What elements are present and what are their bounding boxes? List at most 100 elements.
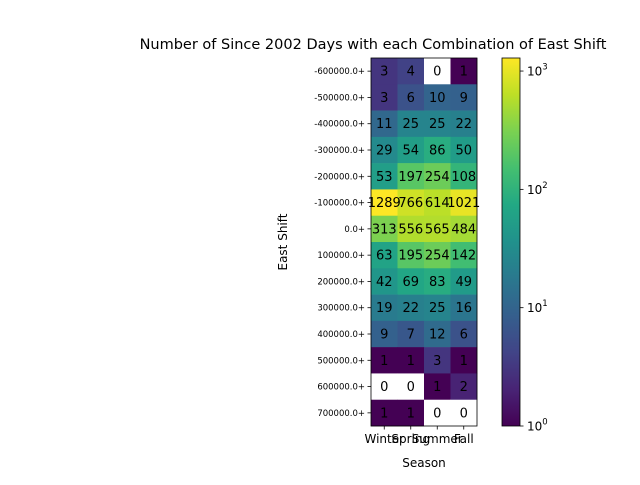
cell-value-label: 1289 — [368, 196, 401, 211]
heatmap-cell — [371, 110, 398, 138]
x-tick-label: Fall — [454, 432, 474, 446]
cell-value-label: 53 — [376, 170, 393, 185]
y-tick-label: 400000.0+ — [317, 330, 365, 340]
heatmap-cell — [424, 320, 451, 348]
heatmap-cell — [371, 294, 398, 322]
heatmap-cell — [424, 373, 451, 401]
cell-value-label: 9 — [380, 328, 388, 343]
cell-value-label: 9 — [460, 91, 468, 106]
cell-value-label: 0 — [380, 380, 388, 395]
cell-value-label: 254 — [425, 249, 450, 264]
heatmap-cell — [450, 399, 478, 427]
cell-value-label: 54 — [402, 144, 419, 159]
cell-value-label: 11 — [376, 117, 393, 132]
heatmap-cell — [371, 399, 398, 427]
chart-title: Number of Since 2002 Days with each Comb… — [140, 37, 607, 53]
y-axis-ticks: -600000.0+ -500000.0+ -400000.0+ -300000.0+… — [314, 67, 371, 419]
colorbar-gradient — [501, 57, 521, 427]
heatmap-cell — [371, 189, 398, 217]
heatmap-cell — [424, 268, 451, 295]
cell-value-label: 22 — [455, 117, 472, 132]
heatmap-cell — [450, 189, 478, 217]
cell-value-label: 0 — [433, 406, 441, 421]
cell-value-label: 22 — [402, 301, 419, 316]
cell-value-label: 254 — [425, 170, 450, 185]
cell-value-label: 1 — [380, 406, 388, 421]
cell-value-label: 0 — [433, 65, 441, 80]
colorbar: 100 101 102 103 — [501, 57, 548, 434]
heatmap-cell — [371, 347, 398, 374]
y-tick-label: -500000.0+ — [314, 93, 365, 103]
y-tick-label: -300000.0+ — [314, 146, 365, 156]
cell-value-label: 1 — [407, 406, 415, 421]
y-tick-label: 500000.0+ — [317, 356, 365, 366]
heatmap-cell — [397, 373, 425, 401]
cell-value-label: 4 — [407, 65, 415, 80]
heatmap-cell — [397, 320, 425, 348]
heatmap-cell — [371, 84, 398, 111]
cell-value-label: 2 — [460, 380, 468, 395]
heatmap-cell — [397, 84, 425, 111]
cell-value-label: 19 — [376, 301, 393, 316]
cell-value-label: 0 — [407, 380, 415, 395]
cell-value-label: 29 — [376, 144, 393, 159]
colorbar-tick-label: 100 — [527, 418, 548, 434]
y-tick-label: -600000.0+ — [314, 67, 365, 77]
heatmap-cell — [371, 268, 398, 295]
heatmap-cell — [424, 242, 451, 269]
heatmap-cell — [450, 163, 478, 190]
y-tick-label: 100000.0+ — [317, 251, 365, 261]
heatmap-cell — [371, 163, 398, 190]
colorbar-tick-label: 102 — [527, 181, 548, 197]
cell-value-label: 614 — [425, 196, 450, 211]
heatmap-cells — [371, 58, 478, 427]
heatmap-cell — [371, 320, 398, 348]
cell-value-label: 63 — [376, 249, 393, 264]
heatmap-cell — [397, 189, 425, 217]
cell-value-label: 195 — [398, 249, 423, 264]
heatmap-cell — [424, 189, 451, 217]
y-tick-label: 300000.0+ — [317, 304, 365, 314]
heatmap-cell — [424, 110, 451, 138]
cell-value-label: 50 — [455, 144, 472, 159]
heatmap-cell — [450, 58, 478, 85]
heatmap-cell — [397, 215, 425, 243]
colorbar-ticks: 100 101 102 103 — [520, 63, 548, 434]
heatmap-cell — [424, 399, 451, 427]
cell-value-label: 1 — [433, 380, 441, 395]
cell-value-label: 12 — [429, 328, 446, 343]
cell-value-label: 1 — [460, 354, 468, 369]
plot-frame — [370, 57, 478, 427]
cell-value-label: 6 — [460, 328, 468, 343]
y-tick-label: -400000.0+ — [314, 120, 365, 130]
heatmap-cell — [424, 215, 451, 243]
y-tick-label: 0.0+ — [344, 225, 365, 235]
heatmap-cell — [397, 136, 425, 164]
cell-value-label: 3 — [380, 65, 388, 80]
cell-value-label: 484 — [451, 222, 476, 237]
cell-value-label: 1021 — [447, 196, 480, 211]
heatmap-cell — [397, 347, 425, 374]
cell-value-label: 25 — [429, 301, 446, 316]
heatmap-cell — [371, 215, 398, 243]
cell-value-label: 0 — [460, 406, 468, 421]
cell-value-label: 1 — [407, 354, 415, 369]
cell-value-label: 142 — [451, 249, 476, 264]
cell-value-label: 25 — [402, 117, 419, 132]
cell-value-label: 16 — [455, 301, 472, 316]
cell-value-label: 6 — [407, 91, 415, 106]
heatmap-cell — [424, 58, 451, 85]
cell-value-label: 86 — [429, 144, 446, 159]
x-tick-label: Spring — [391, 432, 430, 446]
heatmap-cell — [450, 347, 478, 374]
heatmap-cell — [371, 136, 398, 164]
cell-value-label: 25 — [429, 117, 446, 132]
cell-value-label: 10 — [429, 91, 446, 106]
cell-value-label: 7 — [407, 328, 415, 343]
heatmap-cell — [450, 373, 478, 401]
cell-value-label: 565 — [425, 222, 450, 237]
cell-value-label: 556 — [398, 222, 423, 237]
